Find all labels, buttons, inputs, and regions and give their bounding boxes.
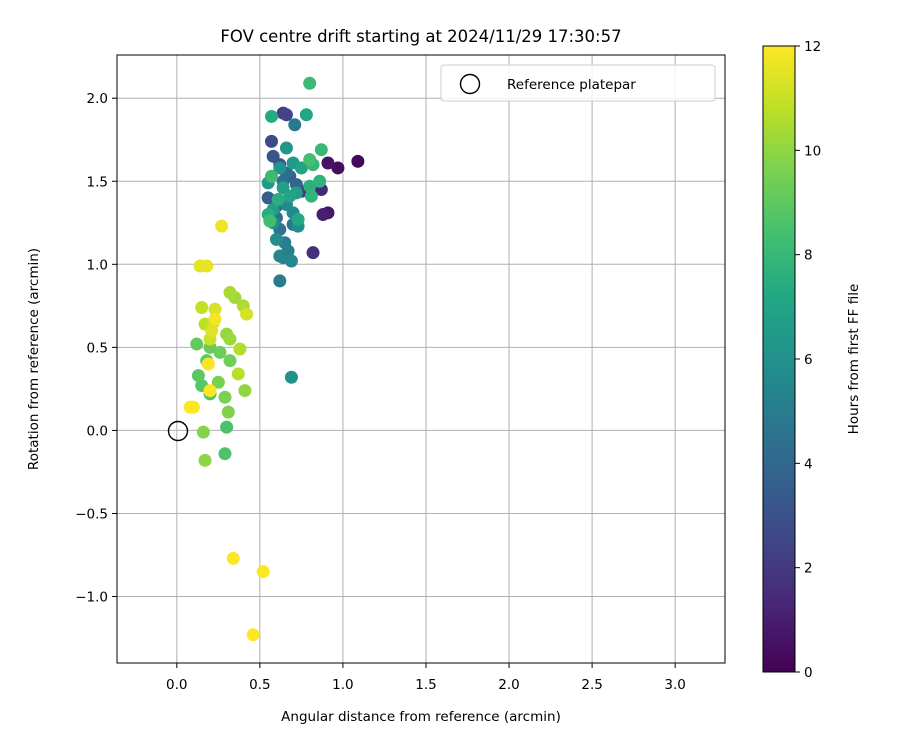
- data-point: [191, 369, 205, 383]
- data-point: [264, 134, 278, 148]
- data-point: [201, 357, 215, 371]
- data-point: [303, 76, 317, 90]
- y-axis-ticks: −1.0 −0.5 0.0 0.5 1.0 1.5 2.0: [75, 91, 117, 606]
- data-point: [314, 143, 328, 157]
- data-point: [218, 390, 232, 404]
- y-tick-label: −1.0: [75, 590, 108, 606]
- data-point: [304, 189, 318, 203]
- data-point: [303, 153, 317, 167]
- y-tick-label: −0.5: [75, 506, 108, 522]
- y-tick-label: 2.0: [87, 91, 108, 107]
- x-axis-label: Angular distance from reference (arcmin): [281, 709, 561, 725]
- y-tick-label: 0.5: [87, 340, 108, 356]
- data-point: [195, 301, 209, 315]
- colorbar-tick-label: 0: [804, 665, 813, 681]
- legend-marker: [459, 73, 481, 95]
- data-point: [291, 212, 305, 226]
- plot-frame: [116, 54, 726, 664]
- data-point: [223, 354, 237, 368]
- colorbar-tick-label: 10: [804, 143, 821, 159]
- data-point: [273, 161, 287, 175]
- data-point: [331, 161, 345, 175]
- x-tick-label: 0.0: [166, 677, 187, 693]
- data-point: [211, 375, 225, 389]
- y-tick-label: 0.0: [87, 423, 108, 439]
- data-points: [183, 76, 365, 642]
- data-point: [246, 628, 260, 642]
- data-point: [264, 169, 278, 183]
- data-point: [200, 259, 214, 273]
- data-point: [238, 384, 252, 398]
- data-point: [205, 324, 219, 338]
- x-tick-label: 2.5: [581, 677, 602, 693]
- x-tick-label: 2.0: [498, 677, 519, 693]
- data-point: [233, 342, 247, 356]
- colorbar-tick-label: 6: [804, 352, 813, 368]
- data-point: [313, 174, 327, 188]
- data-point: [264, 109, 278, 123]
- x-tick-label: 1.5: [415, 677, 436, 693]
- y-axis-label: Rotation from reference (arcmin): [26, 248, 42, 470]
- data-point: [203, 384, 217, 398]
- data-point: [294, 161, 308, 175]
- data-point: [198, 453, 212, 467]
- x-tick-label: 3.0: [664, 677, 685, 693]
- colorbar: [762, 45, 796, 673]
- colorbar-tick-label: 4: [804, 456, 813, 472]
- data-point: [240, 307, 254, 321]
- data-point: [196, 425, 210, 439]
- data-point: [208, 302, 222, 316]
- data-point: [213, 345, 227, 359]
- data-point: [283, 189, 297, 203]
- data-point: [220, 420, 234, 434]
- data-point: [218, 447, 232, 461]
- data-point: [261, 191, 275, 205]
- colorbar-label: Hours from first FF file: [846, 284, 862, 435]
- data-point: [321, 156, 335, 170]
- colorbar-ticks: 0 2 4 6 8 10 12: [795, 39, 821, 681]
- y-tick-label: 1.5: [87, 174, 108, 190]
- data-point: [256, 565, 270, 579]
- data-point: [351, 154, 365, 168]
- data-point: [269, 232, 283, 246]
- data-point: [284, 370, 298, 384]
- colorbar-tick-label: 8: [804, 248, 813, 264]
- data-point: [183, 400, 197, 414]
- data-point: [208, 312, 222, 326]
- data-point: [288, 118, 302, 132]
- data-point: [279, 141, 293, 155]
- legend-box: [440, 64, 716, 102]
- data-point: [190, 337, 204, 351]
- data-point: [284, 254, 298, 268]
- data-point: [223, 286, 237, 300]
- y-tick-label: 1.0: [87, 257, 108, 273]
- data-point: [226, 551, 240, 565]
- data-point: [306, 246, 320, 260]
- legend: Reference platepar: [440, 64, 716, 102]
- data-point: [263, 214, 277, 228]
- x-tick-label: 0.5: [249, 677, 270, 693]
- data-point: [223, 332, 237, 346]
- data-point: [273, 249, 287, 263]
- data-point: [215, 219, 229, 233]
- reference-marker: [167, 420, 189, 442]
- data-point: [316, 207, 330, 221]
- data-point: [266, 149, 280, 163]
- legend-label: Reference platepar: [507, 77, 636, 93]
- chart-title: FOV centre drift starting at 2024/11/29 …: [220, 27, 621, 46]
- data-point: [271, 193, 285, 207]
- x-axis-ticks: 0.0 0.5 1.0 1.5 2.0 2.5 3.0: [166, 663, 686, 693]
- data-point: [273, 274, 287, 288]
- data-point: [299, 108, 313, 122]
- x-tick-label: 1.0: [332, 677, 353, 693]
- data-point: [279, 108, 293, 122]
- colorbar-tick-label: 12: [804, 39, 821, 55]
- data-point: [231, 367, 245, 381]
- colorbar-tick-label: 2: [804, 561, 813, 577]
- data-point: [221, 405, 235, 419]
- data-point: [303, 179, 317, 193]
